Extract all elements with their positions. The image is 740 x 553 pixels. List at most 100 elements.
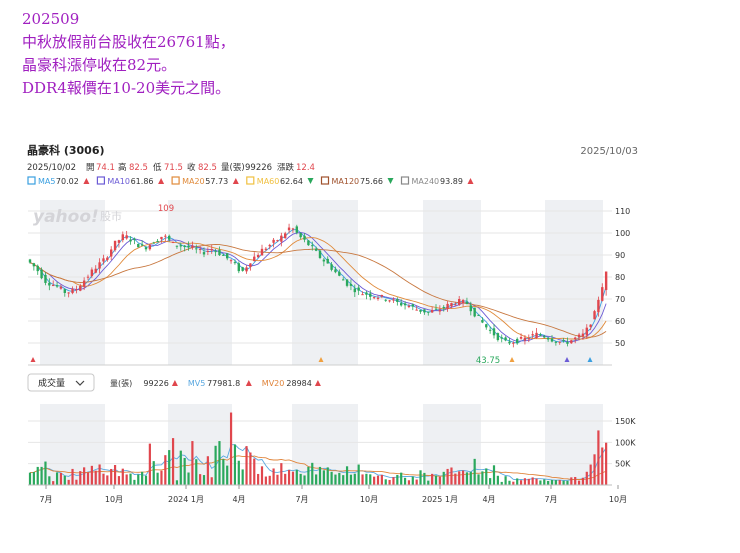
candle-body <box>90 269 94 277</box>
volume-bar <box>164 455 167 485</box>
volume-bar <box>403 477 407 485</box>
volume-selector[interactable]: 成交量 <box>27 373 95 392</box>
volume-bar <box>40 466 43 485</box>
candle-body <box>191 245 194 248</box>
volume-bar <box>500 481 503 485</box>
candle-body <box>59 286 63 289</box>
volume-bar <box>516 478 519 485</box>
ma-legend-label: MA10 <box>107 177 130 186</box>
volume-bar <box>531 477 534 485</box>
volume-bar <box>102 473 105 485</box>
ma-legend-swatch <box>171 176 180 185</box>
annotation-high: 109 <box>158 204 174 214</box>
up-arrow-icon <box>232 178 239 184</box>
candle-body <box>372 297 376 299</box>
volume-bar <box>330 471 333 485</box>
volume-bar <box>311 462 314 485</box>
volume-bar <box>210 477 213 485</box>
volume-bar <box>411 476 414 485</box>
volume-bar <box>485 468 488 485</box>
candle-body <box>75 289 78 291</box>
volume-bar <box>44 461 47 485</box>
x-tick-label: 2024 1月 <box>168 495 204 504</box>
volume-bar <box>380 474 383 485</box>
volume-bar <box>202 475 206 485</box>
volume-bar <box>199 474 202 485</box>
candle-body <box>469 305 472 312</box>
candle-body <box>284 233 287 239</box>
volume-bar <box>71 468 74 485</box>
volume-legend-label: MV5 <box>188 379 205 388</box>
volume-bar <box>187 472 190 485</box>
close-label: 收 <box>187 162 196 173</box>
candle-body <box>465 301 469 304</box>
candle-body <box>253 256 256 262</box>
candle-body <box>264 248 268 250</box>
candle-body <box>430 310 434 313</box>
volume-bar <box>229 412 233 485</box>
volume-bar <box>388 479 391 485</box>
volume-selector-label: 成交量 <box>38 377 65 389</box>
down-arrow-icon <box>307 178 314 184</box>
candle-body <box>222 254 225 256</box>
volume-bar <box>144 475 148 485</box>
candle-body <box>539 334 542 336</box>
volume-bar <box>589 464 592 485</box>
volume-bar <box>63 475 66 485</box>
low-value: 71.5 <box>164 163 183 173</box>
candle-body <box>206 250 210 252</box>
volume-bar <box>156 472 159 485</box>
up-arrow-icon <box>467 178 474 184</box>
volume-tick-label: 50K <box>615 460 631 469</box>
candle-body <box>473 307 476 317</box>
candle-body <box>168 235 171 240</box>
volume-bar <box>550 479 554 485</box>
volume-bar <box>519 480 523 485</box>
price-tick-label: 100 <box>615 229 630 238</box>
candle-body <box>604 271 608 290</box>
candlesticks <box>28 223 608 348</box>
volume-bar <box>276 474 279 485</box>
volume-bar <box>264 476 267 485</box>
candle-body <box>295 226 298 233</box>
candle-body <box>500 337 503 339</box>
quote-row: 2025/10/02 開 74.1 高 82.5 低 71.5 收 82.5 量… <box>27 162 315 173</box>
x-axis: 7月 10月 2024 1月 4月 7月 10月 2025 1月 4月 7月 10月 <box>39 485 627 504</box>
candle-body <box>357 287 360 291</box>
volume-legend: 量(張) 99226 MV5 77981.8 MV20 28984 <box>110 379 321 388</box>
volume-bar <box>585 471 588 485</box>
chart-title: 晶豪科 (3006) <box>27 143 105 157</box>
volume-bar <box>226 465 229 485</box>
candle-body <box>423 309 426 313</box>
volume-bar <box>249 452 252 485</box>
volume-bar <box>137 474 140 485</box>
volume-bar <box>554 480 557 485</box>
candle-body <box>233 262 237 264</box>
volume-bar <box>431 473 434 485</box>
volume-bar <box>318 466 322 485</box>
note-line: 中秋放假前台股收在26761點， <box>22 33 235 51</box>
candle-body <box>229 260 233 262</box>
volume-bar <box>349 474 353 485</box>
volume-bar <box>396 474 399 485</box>
candle-body <box>48 282 51 286</box>
candle-body <box>40 269 43 279</box>
candle-body <box>32 263 36 267</box>
candle-body <box>550 338 554 342</box>
candle-body <box>508 341 511 344</box>
volume-bar <box>570 477 573 485</box>
volume-bar <box>326 467 329 485</box>
volume-legend-label: 量(張) <box>110 379 132 388</box>
candle-body <box>52 285 55 287</box>
note-line: 晶豪科漲停收在82元。 <box>22 56 177 74</box>
ma-legend-label: MA120 <box>332 177 360 186</box>
candle-body <box>570 340 573 344</box>
candle-body <box>396 299 399 302</box>
candle-body <box>369 293 372 297</box>
volume-bar <box>237 460 240 485</box>
candle-body <box>523 337 527 341</box>
candle-body <box>376 297 380 299</box>
volume-bar <box>94 470 97 485</box>
price-band <box>40 200 105 365</box>
price-tick-label: 60 <box>615 317 625 326</box>
